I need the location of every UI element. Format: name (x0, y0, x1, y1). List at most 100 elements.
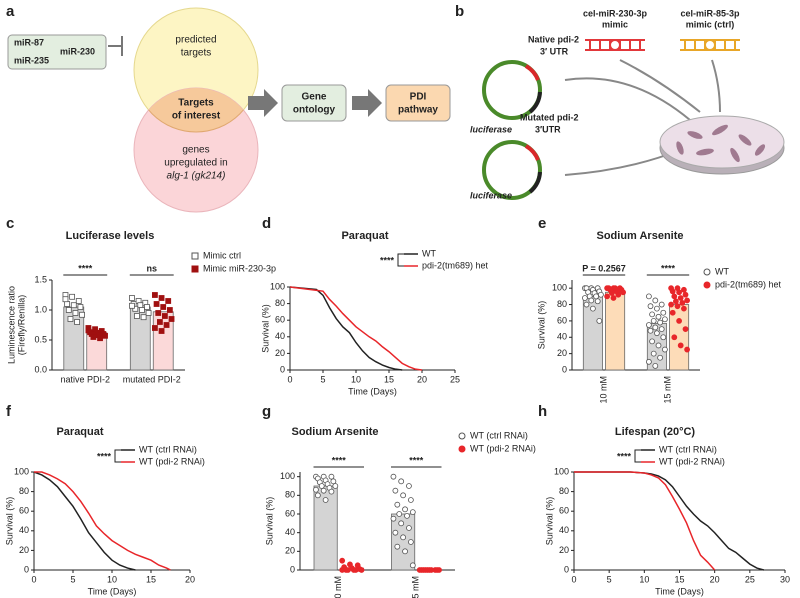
y-tick-label: 80 (559, 486, 569, 496)
x-tick-label: 30 (780, 574, 790, 584)
data-point (168, 316, 175, 322)
data-point (396, 511, 403, 517)
hairpin-loop (609, 39, 621, 51)
data-point (646, 322, 652, 328)
data-point (662, 316, 668, 323)
mimic-text: mimic (ctrl) (686, 19, 735, 29)
y-axis-label: Survival (%) (264, 497, 274, 546)
data-point (662, 346, 668, 353)
x-tick-label: 10 mM (333, 576, 343, 598)
data-point (328, 473, 335, 480)
box-text: PDI (410, 92, 427, 103)
data-point (409, 562, 416, 569)
circle-text: predicted (175, 35, 216, 46)
construct-text: Mutated pdi-2 (520, 112, 579, 122)
data-point (658, 326, 665, 332)
x-tick-label: 15 (674, 574, 684, 584)
y-tick-label: 0.0 (34, 364, 47, 374)
legend-label: WT (ctrl RNAi) (470, 430, 528, 440)
data-point (322, 497, 329, 503)
y-tick-label: 20 (557, 348, 567, 358)
data-point (650, 350, 657, 357)
x-tick-label: 5 (70, 574, 75, 584)
y-tick-label: 100 (552, 283, 567, 293)
legend-marker (458, 445, 466, 453)
data-point (404, 512, 410, 519)
data-point (400, 492, 407, 499)
annotation: **** (78, 263, 93, 273)
luciferase-text: luciferase (470, 190, 512, 200)
utr-segment (524, 144, 540, 161)
x-axis-label: Time (Days) (88, 586, 137, 596)
data-point (615, 291, 622, 298)
mimic-text: cel-miR-85-3p (680, 8, 740, 18)
data-point (681, 305, 687, 312)
circle-text: targets (181, 48, 212, 59)
y-tick-label: 20 (285, 546, 295, 556)
data-point (407, 539, 414, 545)
x-tick-label: 5 (607, 574, 612, 584)
data-point (684, 297, 690, 304)
x-tick-label: 10 mM (598, 376, 608, 404)
y-tick-label: 60 (275, 315, 285, 325)
data-point (406, 525, 412, 531)
chart-title: Lifespan (20°C) (615, 426, 696, 438)
data-point (658, 301, 665, 308)
x-tick-label: 15 (146, 574, 156, 584)
data-point (674, 303, 681, 310)
data-point (160, 304, 167, 310)
x-tick-label: 20 (710, 574, 720, 584)
luciferase-text: luciferase (470, 124, 512, 134)
data-point (398, 478, 405, 485)
y-tick-label: 20 (19, 545, 29, 555)
y-tick-label: 80 (275, 298, 285, 308)
legend-label: WT (ctrl RNAi) (659, 444, 717, 454)
y-axis-label: (Firefly/Renilla) (16, 295, 26, 356)
data-point (598, 291, 604, 298)
legend-label: WT (pdi-2 RNAi) (470, 443, 536, 453)
data-point (161, 313, 168, 319)
mimic-text: cel-miR-230-3p (583, 8, 648, 18)
data-point (676, 289, 682, 296)
data-point (97, 335, 103, 342)
y-tick-label: 0 (564, 564, 569, 574)
data-point (318, 483, 325, 489)
overlap-text: Targets (178, 98, 214, 109)
data-point (313, 486, 319, 493)
data-point (79, 311, 85, 318)
panel-label: g (262, 403, 271, 420)
circle-text: alg-1 (gk214) (167, 171, 226, 182)
data-point (77, 304, 84, 310)
data-point (594, 298, 601, 305)
hairpin-loop (704, 39, 716, 51)
y-tick-label: 0 (24, 564, 29, 574)
data-point (620, 289, 626, 296)
circle-text: upregulated in (164, 158, 227, 169)
x-tick-label: 0 (31, 574, 36, 584)
x-tick-label: 0 (287, 374, 292, 384)
annotation: **** (332, 455, 347, 465)
go-box (281, 84, 347, 122)
data-point (314, 492, 321, 499)
data-point (407, 497, 414, 503)
panel-label: d (262, 215, 271, 232)
pdi-box (385, 84, 451, 122)
mirna-box (7, 34, 107, 70)
data-point (165, 298, 172, 304)
legend-label: Mimic ctrl (203, 250, 241, 260)
significance: **** (380, 255, 395, 265)
data-point (660, 334, 667, 341)
data-point (409, 509, 416, 516)
data-point (137, 302, 144, 309)
y-tick-label: 60 (285, 508, 295, 518)
data-point (684, 346, 690, 353)
data-point (677, 342, 684, 349)
arrow (248, 89, 278, 117)
y-tick-label: 100 (554, 466, 569, 476)
bracket (397, 253, 404, 267)
data-point (657, 354, 663, 361)
data-point (330, 478, 337, 485)
data-point (669, 309, 676, 316)
x-tick-label: 25 (745, 574, 755, 584)
